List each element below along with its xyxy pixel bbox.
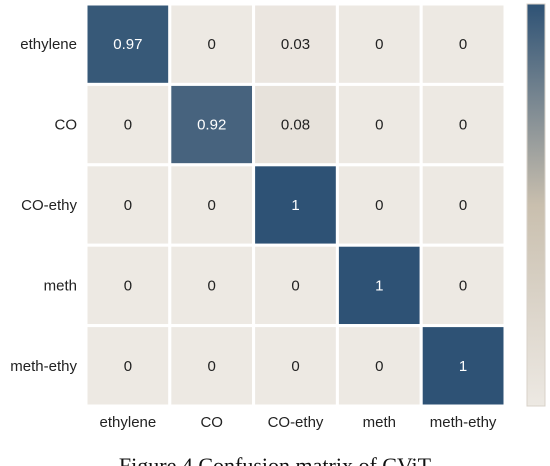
y-tick-label: CO-ethy [21,197,77,214]
cell-value-label: 1 [375,277,383,294]
y-tick-label: CO [55,117,78,134]
x-tick-label: CO-ethy [268,414,324,431]
y-tick-label: meth-ethy [10,358,77,375]
heatmap-cell [84,324,172,408]
cell-value-label: 0 [459,197,467,214]
cell-value-label: 0 [124,197,132,214]
cell-value-label: 0 [375,117,383,134]
cell-value-label: 0 [124,117,132,134]
heatmap-cells: 0.97 0 0.03 0 0 0 0.92 0.08 0 0 0 0 1 0 0 0 0 0 1 0 0 0 0 0 1 [84,2,507,408]
x-tick-label: CO [200,414,223,431]
y-tick-labels: ethylene CO CO-ethy meth meth-ethy [10,36,77,375]
heatmap-cell [84,82,172,167]
cell-value-label: 0.08 [281,117,310,134]
cell-value-label: 0 [291,358,299,375]
cell-value-label: 0 [208,358,216,375]
cell-value-label: 0 [375,358,383,375]
cell-value-label: 1 [291,197,299,214]
cell-value-label: 0 [124,358,132,375]
x-tick-labels: ethylene CO CO-ethy meth meth-ethy [100,414,497,431]
heatmap-cell [335,163,423,247]
cell-value-label: 0 [208,277,216,294]
heatmap-cell [168,163,256,247]
x-tick-label: meth-ethy [430,414,497,431]
heatmap-cell [335,243,423,328]
cell-value-label: 0 [459,36,467,53]
cell-value-label: 0 [208,197,216,214]
heatmap-cell [419,324,507,408]
heatmap-cell [252,82,339,167]
cell-value-label: 0 [375,197,383,214]
heatmap-cell [168,243,256,328]
y-tick-label: ethylene [20,36,77,53]
cell-value-label: 0.97 [113,36,142,53]
x-tick-label: meth [363,414,396,431]
cell-value-label: 0 [459,117,467,134]
colorbar [526,3,546,407]
heatmap-cell [419,82,507,167]
x-tick-label: ethylene [100,414,157,431]
heatmap-cell [84,2,172,86]
heatmap-cell [168,324,256,408]
cell-value-label: 0 [208,36,216,53]
heatmap-cell [419,243,507,328]
cell-value-label: 0 [124,277,132,294]
heatmap-cell [252,324,339,408]
cell-value-label: 0.92 [197,117,226,134]
y-tick-label: meth [44,277,77,294]
cell-value-label: 1 [459,358,467,375]
cell-value-label: 0 [375,36,383,53]
figure-caption: Figure 4 Confusion matrix of CViT [118,453,432,466]
heatmap-cell [84,243,172,328]
cell-value-label: 0.03 [281,36,310,53]
cell-value-label: 0 [459,277,467,294]
cell-value-label: 0 [291,277,299,294]
